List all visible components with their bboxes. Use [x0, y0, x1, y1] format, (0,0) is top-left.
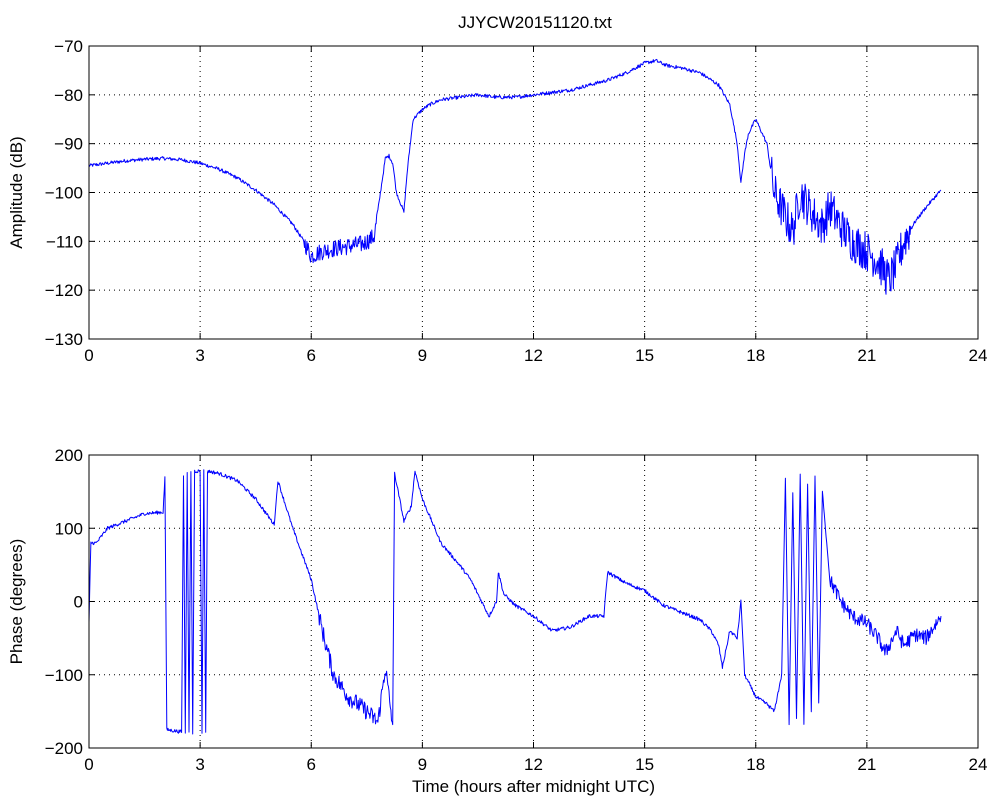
amplitude-xtick-label: 3	[195, 346, 204, 365]
amplitude-xtick-label: 6	[307, 346, 316, 365]
amplitude-ytick-label: −130	[45, 330, 83, 349]
phase-xtick-label: 9	[418, 755, 427, 774]
phase-ylabel: Phase (degrees)	[7, 539, 26, 665]
chart-title: JJYCW20151120.txt	[458, 13, 612, 32]
phase-panel: 0 3 6 9 12 15 18 21 24 −200 −100 0 100 200 Phase (degr…	[7, 446, 987, 796]
phase-ytick-label: 100	[55, 519, 83, 538]
phase-ytick-label: −100	[45, 666, 83, 685]
phase-series-line	[88, 469, 942, 735]
amplitude-xtick-label: 12	[524, 346, 543, 365]
amplitude-series-line	[88, 58, 942, 295]
phase-xtick-label: 12	[524, 755, 543, 774]
amplitude-ytick-label: −70	[54, 37, 83, 56]
phase-xlabel: Time (hours after midnight UTC)	[412, 777, 655, 796]
phase-ytick-label: 200	[55, 446, 83, 465]
amplitude-xtick-label: 9	[418, 346, 427, 365]
phase-xtick-label: 6	[307, 755, 316, 774]
phase-xtick-label: 3	[195, 755, 204, 774]
phase-ytick-label: −200	[45, 739, 83, 758]
amplitude-xtick-label: 24	[969, 346, 988, 365]
amplitude-ytick-label: −90	[54, 135, 83, 154]
phase-xtick-label: 21	[857, 755, 876, 774]
amplitude-xtick-label: 18	[746, 346, 765, 365]
phase-xtick-label: 0	[84, 755, 93, 774]
amplitude-ylabel: Amplitude (dB)	[7, 136, 26, 248]
amplitude-ytick-label: −120	[45, 281, 83, 300]
amplitude-ytick-label: −100	[45, 184, 83, 203]
amplitude-ytick-label: −110	[46, 232, 83, 251]
phase-xtick-label: 15	[635, 755, 654, 774]
phase-ytick-label: 0	[74, 593, 83, 612]
phase-xtick-label: 18	[746, 755, 765, 774]
amplitude-xtick-label: 0	[84, 346, 93, 365]
amplitude-xtick-label: 21	[857, 346, 876, 365]
amplitude-xtick-label: 15	[635, 346, 654, 365]
amplitude-ytick-label: −80	[54, 86, 83, 105]
amplitude-panel: 0 3 6 9 12 15 18 21 24 −130 −120 −110 −100 −90 −80 −70 A…	[7, 37, 987, 365]
phase-xtick-label: 24	[969, 755, 988, 774]
